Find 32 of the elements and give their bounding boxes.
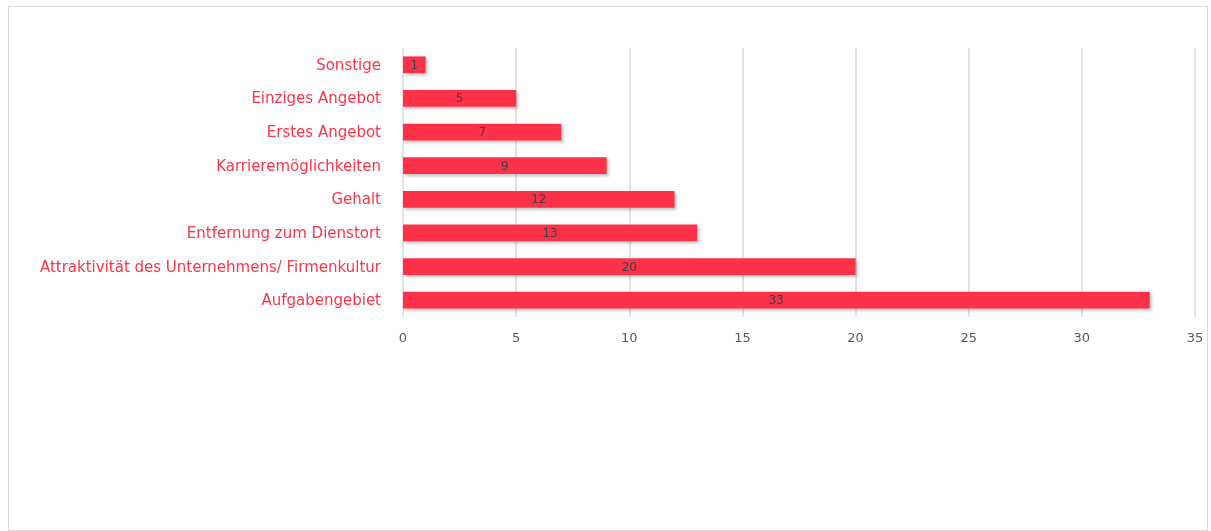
data-label: 33 — [768, 293, 785, 308]
y-tick-label: Sonstige — [316, 55, 381, 74]
bar — [403, 157, 607, 175]
x-tick-label: 30 — [1073, 330, 1091, 345]
x-tick-label: 25 — [960, 330, 977, 345]
data-label: 9 — [501, 158, 509, 173]
bar — [403, 90, 517, 107]
bar — [403, 190, 675, 208]
bar — [403, 258, 856, 275]
data-label: 12 — [531, 192, 547, 207]
bar — [403, 56, 426, 74]
bar — [403, 291, 1150, 309]
x-tick-label: 10 — [621, 330, 638, 345]
data-label: 7 — [478, 125, 487, 140]
bar — [403, 123, 562, 141]
data-label: 5 — [455, 91, 464, 106]
x-tick-label: 15 — [734, 330, 751, 345]
y-tick-label: Entfernung zum Dienstort — [186, 223, 382, 242]
bar — [403, 224, 698, 242]
y-tick-label: Erstes Angebot — [266, 123, 382, 142]
x-tick-label: 5 — [512, 330, 521, 345]
data-label: 20 — [621, 259, 637, 274]
y-tick-label: Karrieremöglichkeiten — [216, 156, 381, 175]
x-tick-label: 35 — [1186, 330, 1204, 345]
y-tick-label: Attraktivität des Unternehmens/ Firmenkultur — [39, 257, 382, 276]
y-tick-label: Aufgabengebiet — [261, 291, 382, 310]
y-tick-label: Einziges Angebot — [251, 89, 382, 108]
y-tick-label: Gehalt — [331, 190, 382, 209]
x-tick-label: 0 — [398, 330, 408, 345]
data-label: 13 — [542, 225, 558, 240]
x-tick-label: 20 — [847, 330, 864, 345]
data-label: 1 — [410, 57, 419, 72]
